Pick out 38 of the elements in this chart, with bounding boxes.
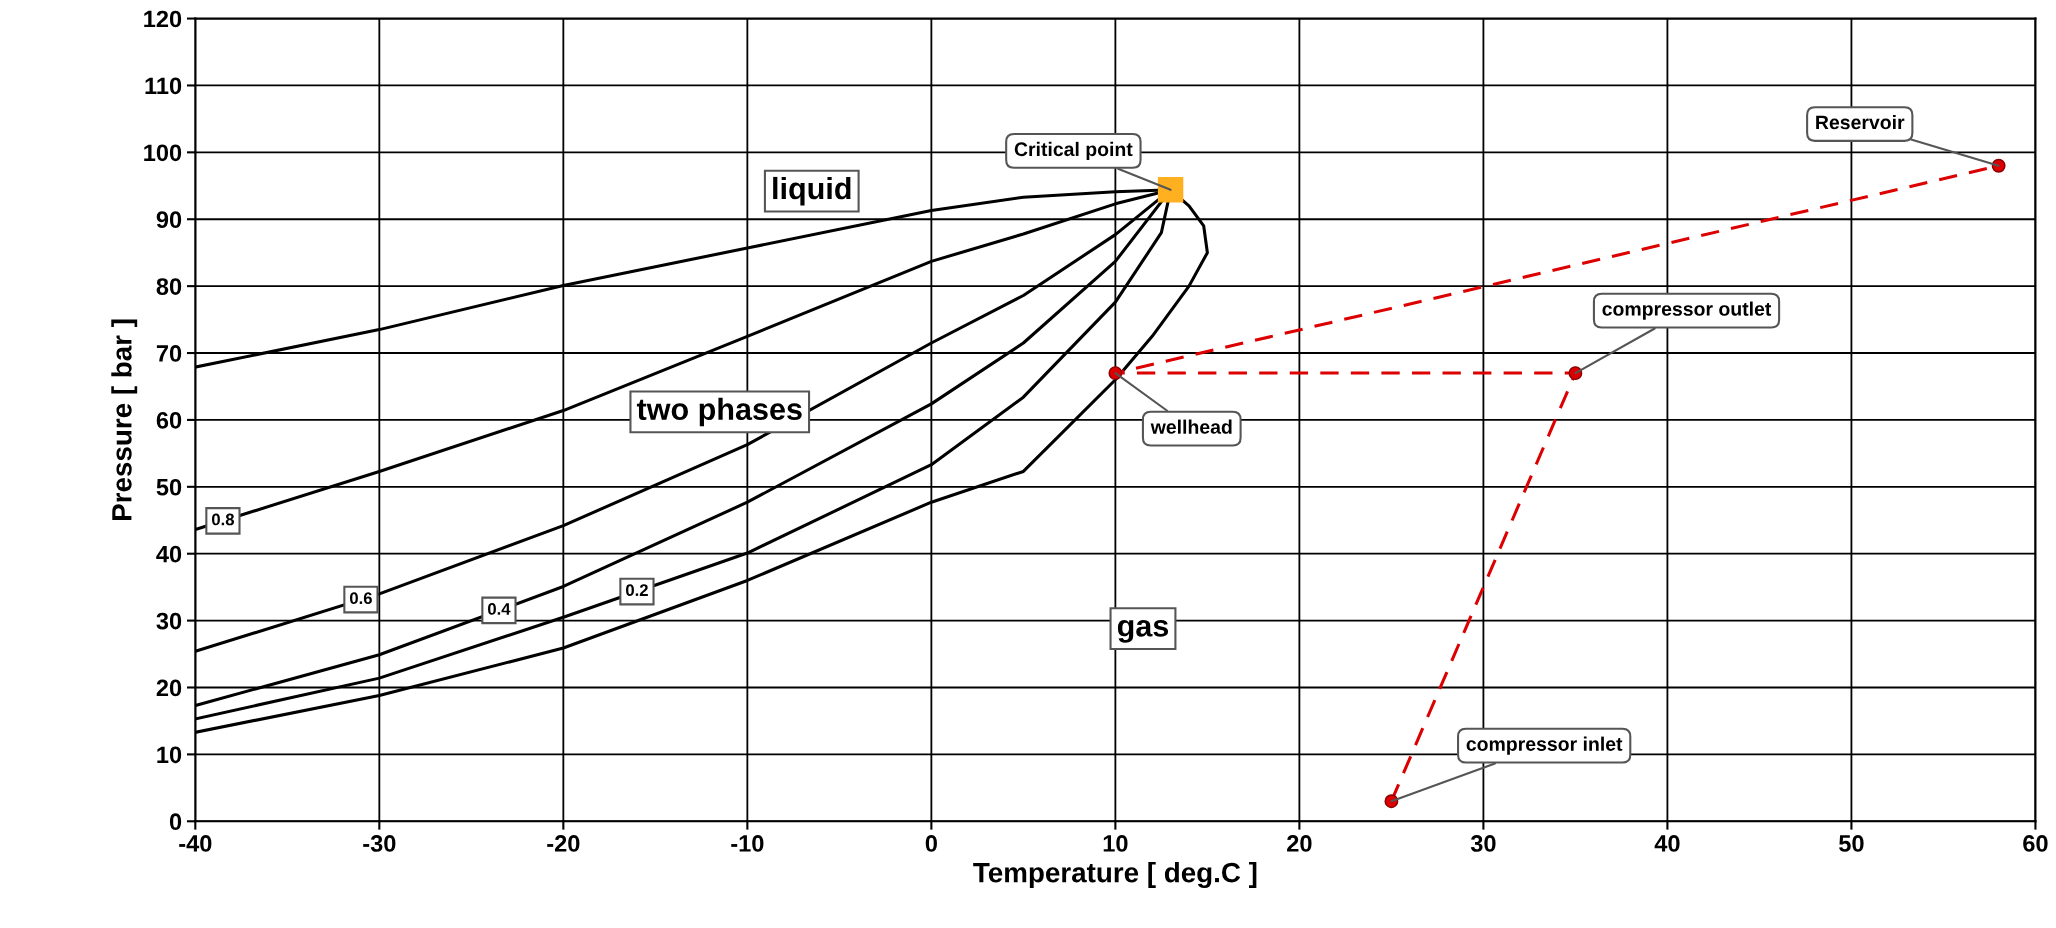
annotation: gas [1117, 619, 1169, 643]
annotation: compressor outlet [1602, 301, 1772, 320]
annotation: wellhead [1150, 419, 1232, 434]
x-tick-label: 50 [1839, 835, 1864, 852]
annotation: liquid [773, 176, 851, 206]
y-axis-title: Pressure [ bar ] [111, 319, 138, 520]
x-tick-label: 20 [1287, 835, 1312, 852]
x-tick-label: -30 [363, 835, 396, 852]
x-tick-label: 0 [925, 835, 937, 852]
y-tick-label: 10 [157, 746, 182, 764]
x-tick-label: -20 [547, 835, 580, 852]
series-label: 0.8 [212, 513, 234, 526]
annotation: two phases [636, 397, 802, 427]
annotation: Critical point [1014, 141, 1133, 160]
x-tick-label: -40 [179, 835, 212, 852]
annotation: compressor inlet [1466, 736, 1623, 755]
x-tick-label: 10 [1103, 835, 1128, 852]
x-axis-title: Temperature [ deg.C ] [973, 862, 1257, 889]
series-label: 0.4 [488, 603, 511, 615]
y-tick-label: 20 [156, 679, 182, 697]
y-tick-label: 100 [144, 144, 182, 162]
y-tick-label: 70 [156, 345, 182, 362]
series-label: 0.6 [350, 592, 372, 605]
y-tick-label: 50 [156, 478, 182, 496]
y-tick-label: 80 [156, 278, 182, 295]
x-tick-label: 30 [1470, 835, 1496, 852]
annotation: Reservoir [1816, 115, 1905, 130]
y-tick-label: 90 [156, 211, 182, 229]
x-tick-label: 60 [2023, 835, 2048, 852]
y-tick-label: 60 [156, 411, 182, 429]
y-tick-label: 30 [156, 612, 182, 630]
y-tick-label: 40 [156, 545, 182, 563]
y-tick-label: 120 [144, 10, 182, 28]
series-label: 0.2 [626, 584, 648, 597]
y-tick-label: 0 [169, 813, 182, 831]
x-tick-label: 40 [1654, 835, 1680, 852]
y-tick-label: 110 [145, 77, 182, 95]
x-tick-label: -10 [731, 835, 764, 852]
